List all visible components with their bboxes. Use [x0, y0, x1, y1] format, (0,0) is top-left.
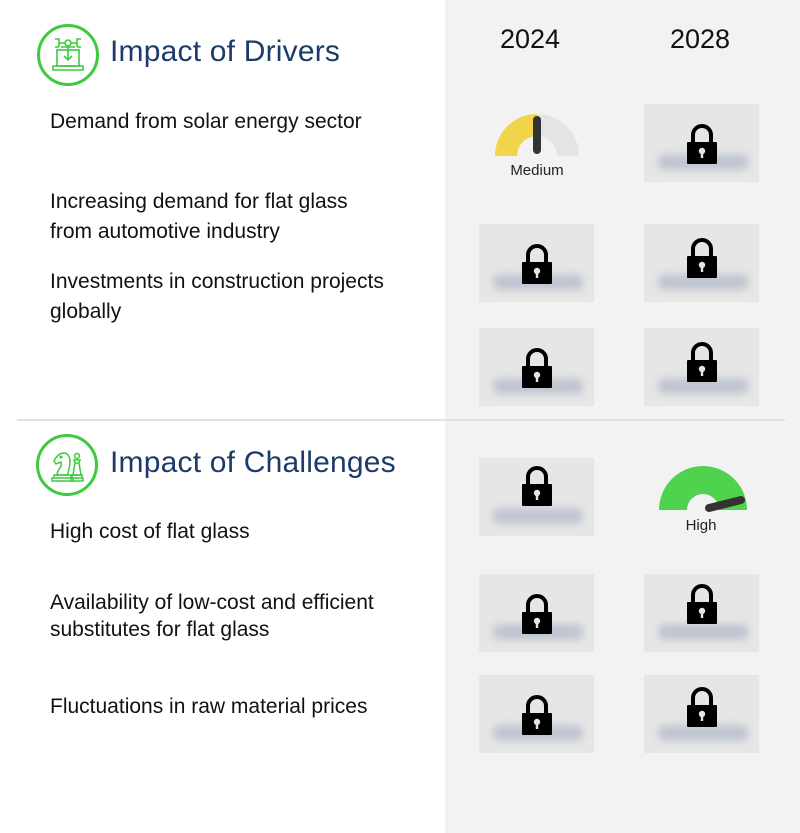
lock-icon — [522, 348, 552, 388]
gauge-dial-icon — [659, 466, 747, 512]
gauge-level-label: High — [685, 517, 717, 534]
driver-label: Investments in construction projects glo… — [50, 270, 384, 323]
locked-impact-cell[interactable] — [479, 675, 594, 753]
challenge-label: High cost of flat glass — [50, 520, 250, 543]
gauge-dial-icon — [495, 114, 579, 156]
challenge-label: Availability of low-cost and efficient s… — [50, 591, 374, 641]
locked-impact-cell[interactable] — [479, 224, 594, 302]
locked-impact-cell[interactable] — [644, 574, 759, 652]
locked-impact-cell[interactable] — [644, 328, 759, 406]
locked-impact-cell[interactable] — [479, 574, 594, 652]
impact-gauge-high: High — [653, 462, 753, 542]
drivers-title: Impact of Drivers — [110, 35, 341, 68]
lock-icon — [522, 244, 552, 284]
drivers-section-icon — [37, 24, 99, 86]
driver-label: Demand from solar energy sector — [50, 110, 362, 133]
lock-icon — [687, 124, 717, 164]
driver-label: Increasing demand for flat glass from au… — [50, 190, 348, 243]
challenges-section-icon — [36, 434, 98, 496]
lock-icon — [522, 695, 552, 735]
challenges-title: Impact of Challenges — [110, 446, 396, 479]
gauge-level-label: Medium — [510, 162, 564, 179]
blurred-content — [658, 725, 748, 741]
year-2024-header: 2024 — [499, 24, 561, 54]
year-2028-header: 2028 — [669, 24, 731, 54]
lock-icon — [687, 584, 717, 624]
locked-impact-cell[interactable] — [479, 328, 594, 406]
lock-icon — [687, 342, 717, 382]
locked-impact-cell[interactable] — [644, 675, 759, 753]
impact-gauge-medium: Medium — [487, 106, 587, 186]
locked-impact-cell[interactable] — [644, 224, 759, 302]
lock-icon — [522, 466, 552, 506]
locked-impact-cell[interactable] — [479, 458, 594, 536]
chess-pieces-icon — [51, 452, 84, 482]
circuit-laptop-icon — [52, 38, 84, 71]
blurred-content — [658, 624, 748, 640]
lock-icon — [687, 238, 717, 278]
blurred-content — [493, 508, 583, 524]
challenge-label: Fluctuations in raw material prices — [50, 695, 368, 718]
section-divider — [17, 419, 785, 421]
lock-icon — [522, 594, 552, 634]
locked-impact-cell[interactable] — [644, 104, 759, 182]
blurred-content — [658, 378, 748, 394]
blurred-content — [658, 274, 748, 290]
lock-icon — [687, 687, 717, 727]
